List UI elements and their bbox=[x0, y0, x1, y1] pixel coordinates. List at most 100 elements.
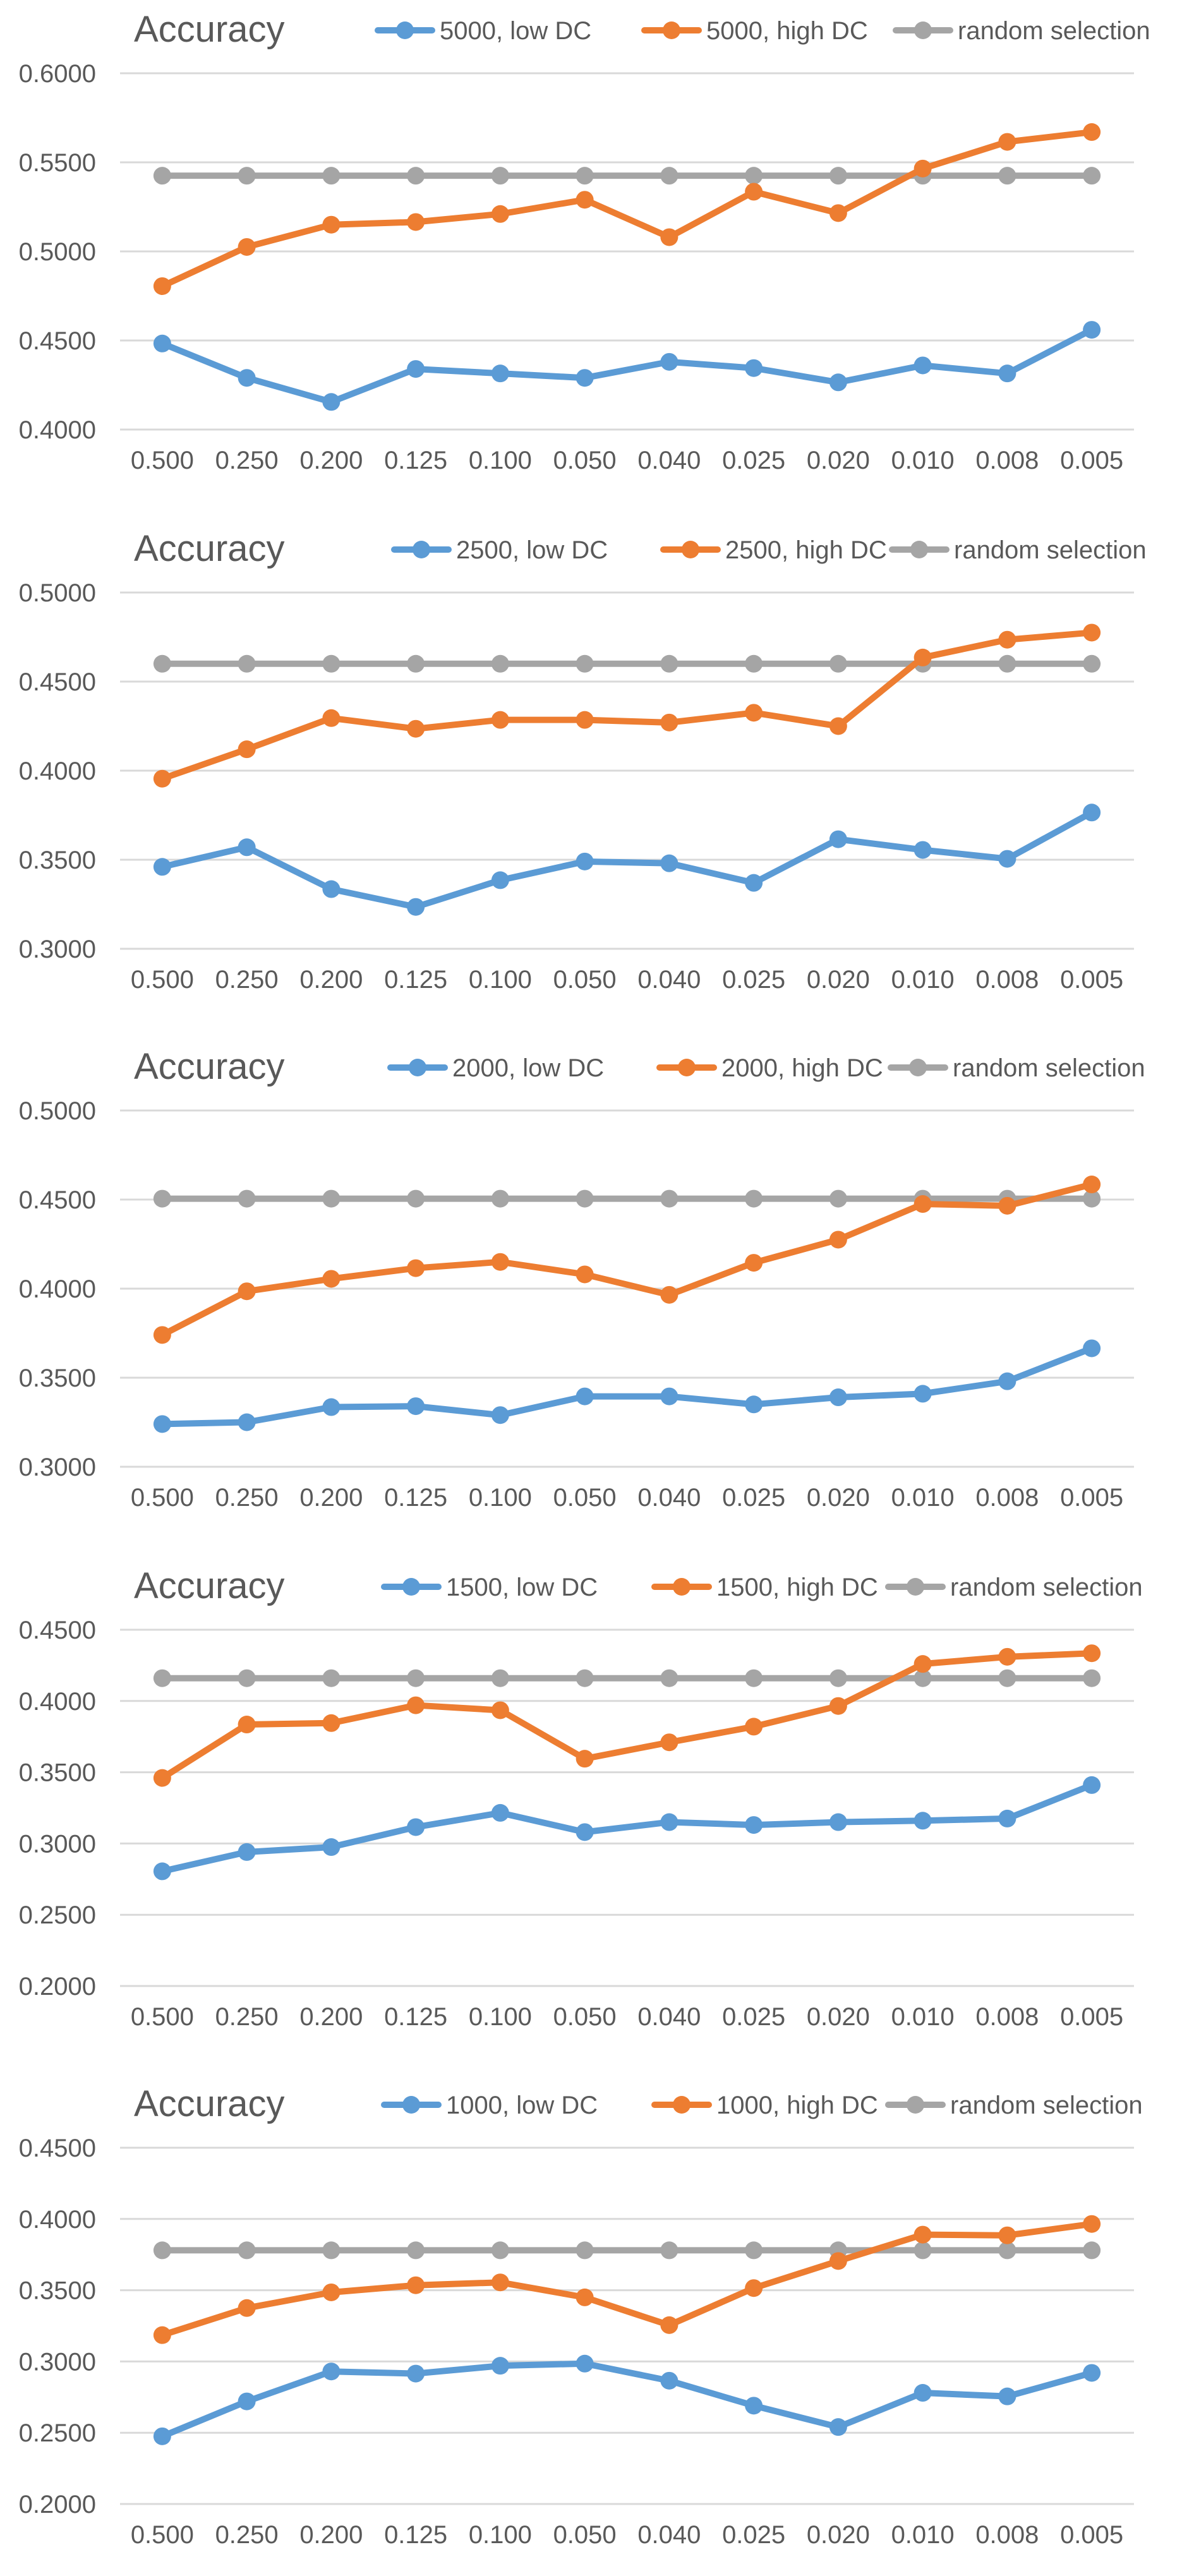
data-point-high bbox=[998, 1647, 1016, 1666]
x-tick-label: 0.008 bbox=[975, 966, 1039, 994]
legend-marker-random bbox=[907, 2096, 924, 2114]
x-tick-label: 0.050 bbox=[553, 966, 617, 994]
x-tick-label: 0.050 bbox=[553, 2521, 617, 2549]
data-point-low bbox=[153, 334, 171, 352]
chart-panel-1: Accuracy 0.4000 0.4500 0.5000 0.5500 0.6000 0.… bbox=[19, 9, 1150, 474]
data-point-low bbox=[576, 1387, 594, 1405]
data-point-random bbox=[238, 2241, 256, 2260]
data-point-high bbox=[491, 1253, 509, 1271]
chart-title: Accuracy bbox=[134, 1046, 285, 1087]
data-point-random bbox=[491, 654, 509, 673]
legend-label: random selection bbox=[953, 1054, 1145, 1082]
x-tick-label: 0.050 bbox=[553, 2003, 617, 2031]
data-point-low bbox=[576, 852, 594, 870]
x-tick-label: 0.010 bbox=[891, 966, 955, 994]
x-tick-label: 0.005 bbox=[1060, 2003, 1123, 2031]
data-point-high bbox=[153, 277, 171, 295]
data-point-high bbox=[998, 2226, 1016, 2244]
y-tick-label: 0.5000 bbox=[19, 1097, 96, 1125]
data-point-low bbox=[322, 2362, 341, 2381]
data-point-random bbox=[998, 1669, 1016, 1687]
data-point-low bbox=[153, 1862, 171, 1881]
data-point-random bbox=[407, 1189, 425, 1208]
data-point-high bbox=[914, 648, 932, 666]
chart-panel-4: Accuracy 0.2000 0.2500 0.3000 0.3500 0.4000 0.… bbox=[19, 1565, 1143, 2031]
data-point-low bbox=[576, 2354, 594, 2373]
data-point-random bbox=[576, 1189, 594, 1208]
legend-marker-high bbox=[682, 541, 699, 558]
x-tick-label: 0.200 bbox=[299, 2003, 363, 2031]
x-tick-label: 0.100 bbox=[469, 447, 532, 474]
x-tick-label: 0.020 bbox=[807, 2003, 870, 2031]
data-point-high bbox=[914, 2225, 932, 2244]
data-point-high bbox=[238, 238, 256, 256]
data-point-low bbox=[745, 2397, 763, 2415]
legend-marker-high bbox=[663, 21, 680, 39]
y-tick-label: 0.4500 bbox=[19, 327, 96, 355]
data-point-low bbox=[998, 2387, 1016, 2405]
data-point-random bbox=[491, 1669, 509, 1687]
y-tick-label: 0.4000 bbox=[19, 2206, 96, 2234]
data-point-random bbox=[322, 167, 341, 185]
data-point-random bbox=[322, 1189, 341, 1208]
y-tick-label: 0.4500 bbox=[19, 1186, 96, 1214]
x-tick-label: 0.100 bbox=[469, 1484, 532, 1512]
data-point-low bbox=[829, 1388, 847, 1407]
data-point-high bbox=[407, 2276, 425, 2294]
data-point-random bbox=[153, 1669, 171, 1687]
y-tick-label: 0.3500 bbox=[19, 1759, 96, 1787]
data-point-low bbox=[914, 841, 932, 859]
chart-panel-3: Accuracy 0.3000 0.3500 0.4000 0.4500 0.5000 0.… bbox=[19, 1046, 1145, 1512]
x-tick-label: 0.200 bbox=[299, 1484, 363, 1512]
chart-title: Accuracy bbox=[134, 1565, 285, 1606]
data-point-random bbox=[745, 654, 763, 673]
x-tick-label: 0.020 bbox=[807, 1484, 870, 1512]
data-point-low bbox=[153, 2427, 171, 2445]
data-point-random bbox=[660, 2241, 678, 2260]
data-point-high bbox=[407, 1696, 425, 1714]
series-line-high bbox=[159, 129, 1095, 289]
data-point-low bbox=[322, 1838, 341, 1857]
x-tick-label: 0.020 bbox=[807, 447, 870, 474]
y-tick-label: 0.2500 bbox=[19, 2419, 96, 2447]
data-point-high bbox=[829, 717, 847, 735]
data-point-high bbox=[998, 630, 1016, 649]
data-point-high bbox=[407, 213, 425, 231]
x-tick-label: 0.005 bbox=[1060, 1484, 1123, 1512]
data-point-low bbox=[829, 1813, 847, 1831]
legend-label: 5000, low DC bbox=[440, 17, 591, 45]
x-tick-label: 0.500 bbox=[131, 2521, 194, 2549]
x-tick-label: 0.050 bbox=[553, 447, 617, 474]
data-point-random bbox=[1083, 1189, 1101, 1208]
legend-marker-low bbox=[402, 2096, 420, 2114]
legend-label: 1500, low DC bbox=[446, 1574, 598, 1601]
data-point-low bbox=[491, 1406, 509, 1424]
data-point-high bbox=[491, 2273, 509, 2292]
data-point-low bbox=[407, 360, 425, 378]
data-point-random bbox=[153, 2241, 171, 2260]
data-point-low bbox=[660, 854, 678, 872]
chart-title: Accuracy bbox=[134, 2083, 285, 2124]
data-point-random bbox=[660, 167, 678, 185]
data-point-high bbox=[576, 191, 594, 209]
data-point-high bbox=[238, 740, 256, 759]
data-point-low bbox=[914, 1385, 932, 1403]
x-tick-label: 0.100 bbox=[469, 2521, 532, 2549]
x-tick-label: 0.250 bbox=[215, 447, 279, 474]
y-tick-label: 0.5500 bbox=[19, 149, 96, 177]
legend-marker-low bbox=[396, 21, 414, 39]
data-point-low bbox=[153, 858, 171, 876]
x-tick-label: 0.500 bbox=[131, 1484, 194, 1512]
data-point-random bbox=[322, 654, 341, 673]
x-tick-label: 0.025 bbox=[722, 2003, 785, 2031]
y-tick-label: 0.3000 bbox=[19, 1454, 96, 1481]
data-point-low bbox=[660, 2371, 678, 2390]
data-point-low bbox=[322, 393, 341, 411]
data-point-high bbox=[322, 1714, 341, 1732]
data-point-low bbox=[829, 2418, 847, 2436]
data-point-high bbox=[660, 1733, 678, 1752]
series-line-high bbox=[159, 629, 1095, 782]
data-point-high bbox=[1083, 123, 1101, 141]
data-point-low bbox=[1083, 321, 1101, 339]
